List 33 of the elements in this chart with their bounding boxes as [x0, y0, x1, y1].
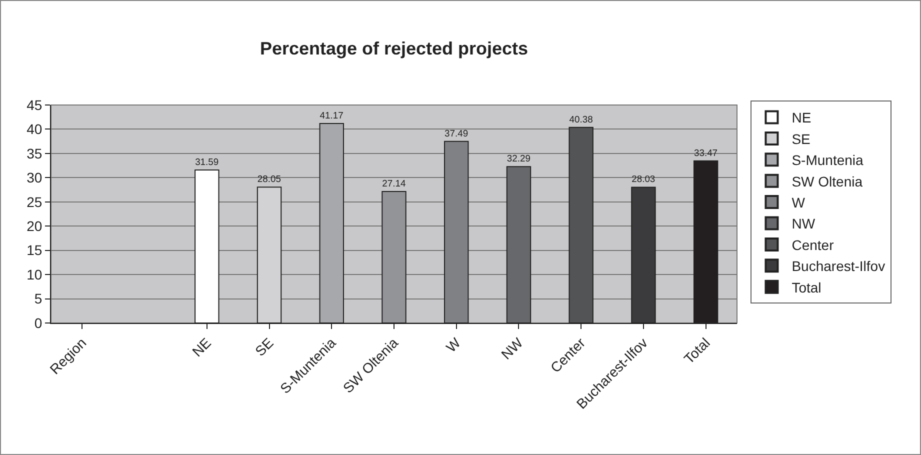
legend-label: Total [792, 279, 822, 296]
data-label: 28.05 [257, 173, 281, 184]
data-label: 41.17 [320, 110, 344, 121]
legend-label: S-Muntenia [792, 152, 864, 168]
data-label: 40.38 [569, 113, 593, 124]
legend-label: SE [792, 130, 810, 147]
x-tick-label: NE [188, 334, 214, 360]
data-label: 28.03 [632, 173, 656, 184]
y-tick-label: 5 [34, 290, 42, 307]
data-label: 31.59 [195, 156, 219, 167]
y-tick-label: 35 [26, 145, 42, 162]
data-label: 32.29 [506, 152, 530, 164]
data-label: 33.47 [694, 146, 718, 158]
legend-label: Center [792, 236, 834, 253]
data-label: 37.49 [444, 127, 468, 138]
x-tick-label: SE [252, 334, 276, 360]
legend-label: W [792, 194, 806, 210]
legend-label: SW Oltenia [792, 173, 863, 190]
chart-title: Percentage of rejected projects [260, 38, 528, 59]
data-label: 27.14 [382, 178, 406, 189]
y-tick-label: 15 [26, 242, 42, 258]
legend-label: NW [792, 216, 816, 232]
y-tick-label: 10 [26, 266, 42, 282]
x-tick-label: W [442, 334, 464, 356]
legend-label: Bucharest-Ilfov [792, 258, 886, 274]
y-tick-label: 0 [34, 314, 42, 331]
y-tick-label: 25 [26, 194, 42, 210]
y-tick-label: 30 [26, 170, 42, 186]
y-tick-label: 45 [26, 96, 42, 113]
y-tick-label: 20 [26, 218, 42, 234]
x-tick-label: NW [498, 334, 526, 362]
y-tick-label: 40 [26, 121, 42, 138]
legend-label: NE [792, 110, 812, 126]
